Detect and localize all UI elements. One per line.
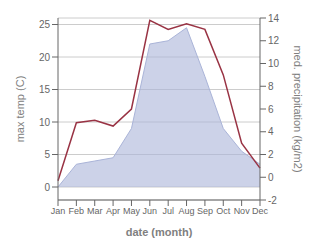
svg-text:-2: -2 — [268, 195, 277, 206]
svg-text:Oct: Oct — [216, 206, 231, 216]
svg-text:Apr: Apr — [106, 206, 120, 216]
svg-text:Mar: Mar — [87, 206, 103, 216]
svg-text:10: 10 — [268, 58, 280, 69]
svg-text:Dec: Dec — [252, 206, 269, 216]
svg-text:May: May — [123, 206, 141, 216]
svg-text:5: 5 — [44, 149, 50, 160]
svg-text:20: 20 — [39, 52, 51, 63]
svg-text:14: 14 — [268, 13, 280, 24]
svg-text:Jan: Jan — [51, 206, 66, 216]
svg-text:25: 25 — [39, 19, 51, 30]
svg-text:15: 15 — [39, 84, 51, 95]
svg-text:8: 8 — [268, 81, 274, 92]
svg-text:date (month): date (month) — [126, 226, 193, 238]
svg-text:2: 2 — [268, 149, 274, 160]
svg-text:12: 12 — [268, 35, 280, 46]
svg-text:Jul: Jul — [162, 206, 174, 216]
svg-text:0: 0 — [44, 182, 50, 193]
svg-text:0: 0 — [268, 172, 274, 183]
svg-text:max temp (C): max temp (C) — [14, 76, 26, 143]
svg-text:Feb: Feb — [69, 206, 85, 216]
svg-text:Sep: Sep — [197, 206, 213, 216]
svg-text:Nov: Nov — [234, 206, 251, 216]
svg-text:10: 10 — [39, 117, 51, 128]
svg-text:6: 6 — [268, 104, 274, 115]
svg-text:Aug: Aug — [179, 206, 195, 216]
svg-text:med. precipitation (kg/m2): med. precipitation (kg/m2) — [292, 45, 304, 172]
svg-text:4: 4 — [268, 126, 274, 137]
svg-text:Jun: Jun — [143, 206, 158, 216]
